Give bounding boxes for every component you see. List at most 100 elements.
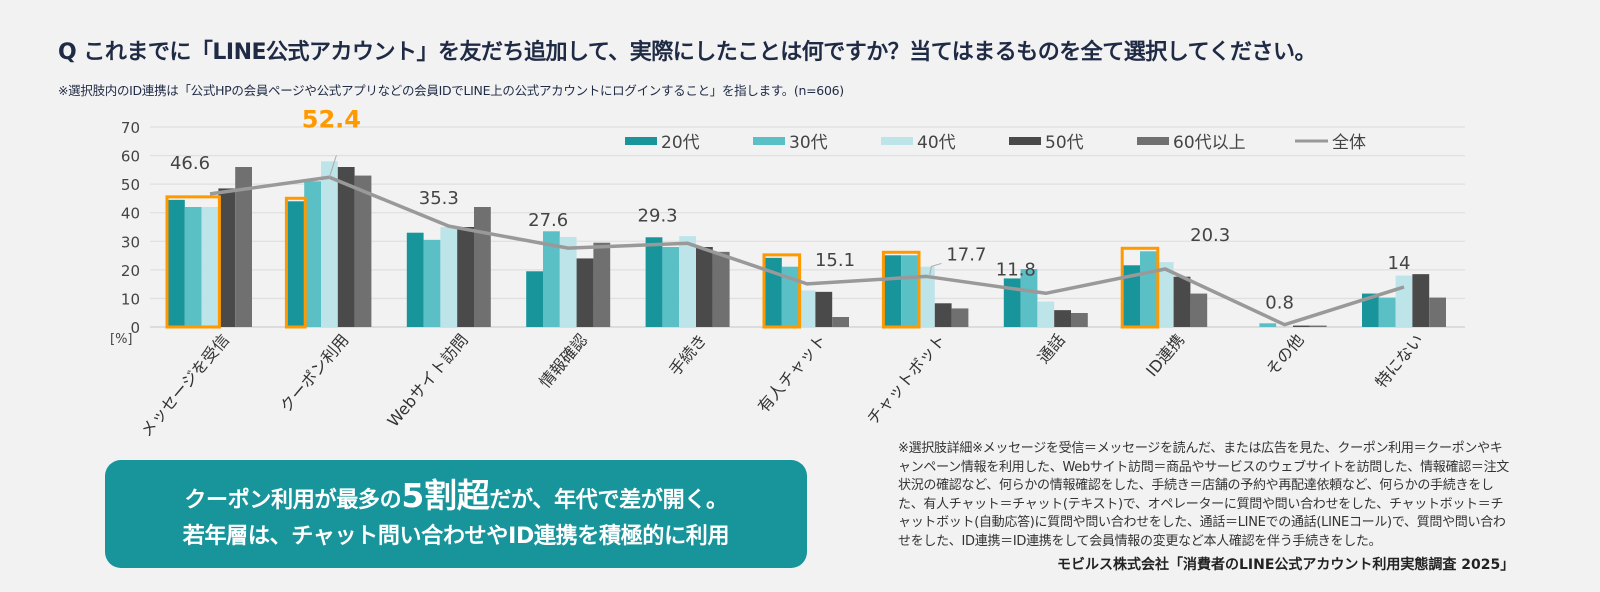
summary-callout: クーポン利用が最多の5割超だが、年代で差が開く。 若年層は、チャット問い合わせや…: [105, 460, 807, 568]
bar-60代以上-ID連携: [1190, 293, 1208, 327]
overall-data-label: 20.3: [1190, 225, 1230, 246]
highlight-box-ID連携: [1120, 246, 1160, 329]
highlight-box-メッセージを受信: [165, 195, 221, 329]
bar-50代-通話: [1054, 310, 1071, 327]
callout-text-b: だが、年代で差が開く。: [489, 488, 728, 513]
bar-60代以上-メッセージを受信: [235, 167, 252, 327]
choice-details-note: ※選択肢詳細※メッセージを受信＝メッセージを読んだ、または広告を見た、クーポン利…: [898, 441, 1509, 549]
x-category-label: クーポン利用: [276, 330, 352, 416]
y-tick-label: 60: [121, 148, 140, 166]
bar-30代-Webサイト訪問: [423, 239, 441, 327]
label-leader-line: [928, 262, 942, 277]
bar-30代-手続き: [662, 247, 680, 327]
bar-20代-有人チャット: [765, 257, 782, 327]
bar-40代-情報確認: [559, 237, 577, 327]
bar-20代-ID連携: [1123, 265, 1140, 327]
bar-30代-有人チャット: [781, 266, 799, 327]
bar-30代-メッセージを受信: [184, 207, 202, 327]
y-tick-label: 30: [121, 233, 140, 251]
bar-30代-通話: [1020, 269, 1038, 327]
bar-50代-情報確認: [576, 258, 594, 327]
bar-20代-メッセージを受信: [168, 199, 185, 327]
bar-line-chart: 0 10 20 30 40 50 60 70 [%] 46.6 52.4 35.3 27.6 29.3 15…: [110, 105, 1465, 440]
bar-20代-クーポン利用: [287, 201, 305, 327]
overall-data-label: 11.8: [996, 259, 1036, 280]
bar-20代-特にない: [1362, 293, 1379, 327]
x-category-label: 情報確認: [536, 330, 592, 391]
question-title: Q これまでに「LINE公式アカウント」を友だち追加して、実際にしたことは何です…: [58, 40, 1317, 65]
legend-swatch-60代以上: [1137, 137, 1169, 145]
y-axis-unit: [%]: [110, 332, 133, 347]
bar-40代-特にない: [1395, 275, 1413, 327]
callout-line-2: 若年層は、チャット問い合わせやID連携を積極的に利用: [182, 524, 730, 549]
overall-data-label: 29.3: [638, 205, 678, 226]
bar-50代-有人チャット: [815, 291, 833, 327]
bar-40代-手続き: [679, 236, 696, 327]
overall-data-label: 27.6: [528, 210, 568, 231]
legend-swatch-30代: [753, 137, 785, 145]
bar-60代以上-手続き: [712, 251, 730, 327]
bar-50代-メッセージを受信: [218, 188, 236, 327]
bar-60代以上-チャットボット: [951, 308, 969, 327]
bar-30代-その他: [1259, 323, 1277, 327]
label-leader-line: [328, 155, 337, 178]
bar-60代以上-情報確認: [593, 242, 611, 327]
bar-60代以上-その他: [1309, 325, 1327, 327]
y-tick-label: 70: [121, 119, 140, 137]
callout-line-1: クーポン利用が最多の5割超だが、年代で差が開く。: [105, 478, 807, 519]
y-tick-label: 50: [121, 176, 140, 194]
bar-20代-Webサイト訪問: [406, 232, 424, 327]
callout-emphasis: 5割超: [401, 476, 490, 515]
bar-50代-Webサイト訪問: [457, 227, 474, 327]
x-category-label: チャットボット: [863, 330, 949, 428]
x-category-label: その他: [1262, 330, 1307, 379]
y-tick-label: 40: [121, 205, 140, 223]
x-category-label: 手続き: [665, 330, 710, 379]
bar-40代-メッセージを受信: [201, 207, 219, 327]
overall-data-label: 15.1: [815, 250, 855, 271]
x-category-label: 特にない: [1371, 330, 1427, 391]
bar-60代以上-Webサイト訪問: [474, 207, 491, 327]
legend-label: 20代: [661, 133, 700, 153]
legend-swatch-50代: [1009, 137, 1041, 145]
bar-20代-手続き: [645, 237, 663, 327]
bar-50代-特にない: [1412, 274, 1430, 327]
bar-60代以上-クーポン利用: [354, 175, 372, 327]
bar-40代-ID連携: [1156, 262, 1174, 327]
x-category-label: メッセージを受信: [136, 330, 233, 440]
overall-data-label: 46.6: [170, 153, 210, 174]
legend-label: 全体: [1332, 133, 1366, 153]
bar-30代-クーポン利用: [304, 181, 321, 327]
x-category-label: Webサイト訪問: [383, 330, 471, 430]
bar-30代-情報確認: [543, 231, 560, 327]
bar-60代以上-通話: [1071, 313, 1088, 327]
x-category-label: 有人チャット: [754, 330, 830, 416]
bar-60代以上-有人チャット: [832, 317, 849, 327]
bar-50代-チャットボット: [934, 303, 952, 327]
bar-30代-特にない: [1378, 297, 1396, 327]
question-subtitle: ※選択肢内のID連携は「公式HPの会員ページや公式アプリなどの会員IDでLINE…: [58, 83, 844, 98]
bar-40代-クーポン利用: [321, 161, 338, 327]
bar-40代-Webサイト訪問: [440, 227, 458, 327]
x-category-label: 通話: [1034, 330, 1069, 367]
overall-data-label: 14: [1388, 253, 1411, 274]
bar-40代-通話: [1037, 301, 1055, 327]
bar-30代-ID連携: [1140, 251, 1157, 327]
y-tick-label: 0: [130, 319, 140, 337]
bar-50代-その他: [1293, 325, 1310, 327]
legend-label: 30代: [789, 133, 828, 153]
y-tick-label: 20: [121, 262, 140, 280]
bar-20代-通話: [1003, 278, 1021, 327]
legend-label: 40代: [917, 133, 956, 153]
overall-data-label: 52.4: [302, 105, 361, 133]
legend-swatch-20代: [625, 137, 657, 145]
bar-20代-情報確認: [526, 271, 543, 327]
x-category-label: ID連携: [1142, 330, 1188, 380]
overall-data-label: 17.7: [946, 244, 986, 265]
highlight-box-有人チャット: [762, 253, 802, 329]
y-tick-label: 10: [121, 290, 140, 308]
bar-40代-有人チャット: [798, 290, 816, 327]
source-credit: モビルス株式会社「消費者のLINE公式アカウント利用実態調査 2025」: [1057, 557, 1515, 573]
bar-50代-ID連携: [1173, 276, 1191, 327]
highlight-box-チャットボット: [881, 250, 921, 329]
